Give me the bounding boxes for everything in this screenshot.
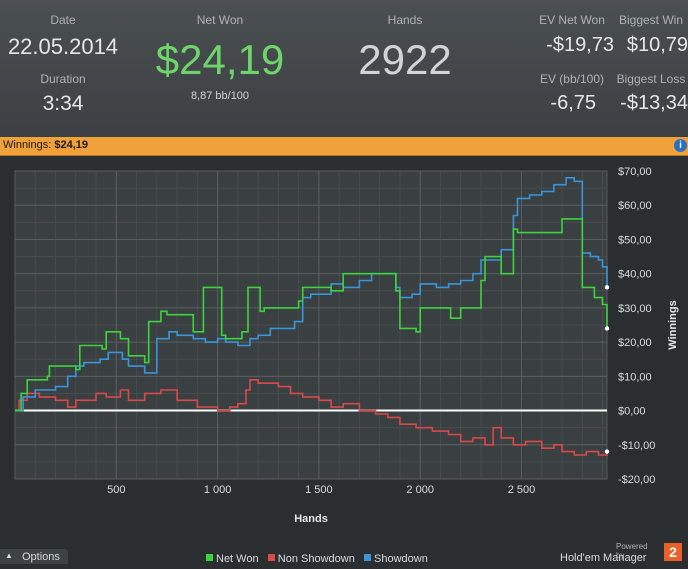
brand-powered-by: Powered by (616, 542, 648, 560)
y-tick-label: $70,00 (618, 166, 652, 178)
biggest-loss-label: Biggest Loss (616, 72, 686, 86)
legend-showdown-label: Showdown (374, 553, 428, 565)
ev-bb100-value: -6,75 (550, 92, 596, 114)
x-tick-label: 1 500 (305, 484, 333, 496)
biggest-loss-value: -$13,34 (620, 92, 688, 114)
brand-name: Hold'em Manager (560, 552, 647, 564)
y-tick-label: $0,00 (618, 406, 646, 418)
options-arrow-icon: ▲ (5, 551, 13, 560)
options-button[interactable]: ▲ Options (0, 549, 68, 564)
series-end-marker (604, 449, 610, 454)
chart-legend: Net Won Non Showdown Showdown (206, 553, 428, 565)
y-axis-label: Winnings (667, 300, 679, 349)
series-end-marker (604, 285, 610, 290)
net-won-bb100: 8,87 bb/100 (190, 90, 250, 102)
x-tick-labels: 500 1 000 1 500 2 000 2 500 (107, 484, 535, 496)
y-tick-label: -$10,00 (618, 440, 655, 452)
summary-header (0, 0, 688, 137)
x-tick-label: 2 500 (508, 484, 536, 496)
net-won-label: Net Won (196, 13, 244, 27)
hands-label: Hands (387, 13, 423, 27)
legend-item-showdown[interactable]: Showdown (364, 553, 428, 565)
date-label: Date (50, 13, 76, 27)
winnings-value: $24,19 (54, 139, 89, 151)
y-tick-labels: $70,00 $60,00 $50,00 $40,00 $30,00 $20,00 $10,… (618, 166, 655, 486)
winnings-banner-text: Winnings: $24,19 (3, 139, 88, 151)
ev-net-won-label: EV Net Won (539, 13, 605, 27)
legend-non-showdown-label: Non Showdown (277, 553, 355, 565)
info-icon[interactable]: i (674, 139, 687, 152)
ev-net-won-value: -$19,73 (546, 34, 614, 56)
y-tick-label: -$20,00 (618, 474, 655, 486)
x-tick-label: 2 000 (406, 484, 434, 496)
ev-bb100-label: EV (bb/100) (539, 72, 605, 86)
winnings-banner: Winnings: $24,19 i (0, 137, 688, 156)
duration-label: Duration (40, 72, 86, 86)
series-line-non-showdown (15, 379, 608, 456)
net-won-value: $24,19 (155, 36, 285, 83)
winnings-chart: 500 1 000 1 500 2 000 2 500 $70,00 $60,00 $50,… (0, 155, 688, 564)
date-value: 22.05.2014 (7, 34, 119, 59)
brand-logo-icon: 2 (664, 543, 682, 561)
y-tick-label: $60,00 (618, 200, 652, 212)
series-line-net-won (15, 218, 608, 412)
y-tick-label: $40,00 (618, 269, 652, 281)
series-end-marker (604, 326, 610, 331)
y-tick-label: $10,00 (618, 371, 652, 383)
grid (15, 170, 607, 480)
series-line-showdown (15, 177, 608, 412)
x-tick-label: 1 000 (204, 484, 232, 496)
x-axis-label: Hands (294, 513, 328, 525)
options-label: Options (22, 551, 60, 563)
legend-item-non-showdown[interactable]: Non Showdown (267, 553, 355, 565)
y-tick-label: $50,00 (618, 234, 652, 246)
y-tick-label: $30,00 (618, 303, 652, 315)
y-tick-label: $20,00 (618, 337, 652, 349)
biggest-win-label: Biggest Win (618, 13, 684, 27)
winnings-chart-svg: 500 1 000 1 500 2 000 2 500 $70,00 $60,00 $50,… (14, 166, 679, 525)
series-lines (15, 177, 610, 456)
hands-value: 2922 (358, 36, 452, 83)
x-tick-label: 500 (107, 484, 125, 496)
duration-value: 3:34 (42, 92, 84, 115)
legend-net-won-label: Net Won (216, 553, 259, 565)
legend-item-net-won[interactable]: Net Won (206, 553, 259, 565)
biggest-win-value: $10,79 (626, 34, 688, 56)
winnings-label: Winnings: (3, 139, 52, 151)
